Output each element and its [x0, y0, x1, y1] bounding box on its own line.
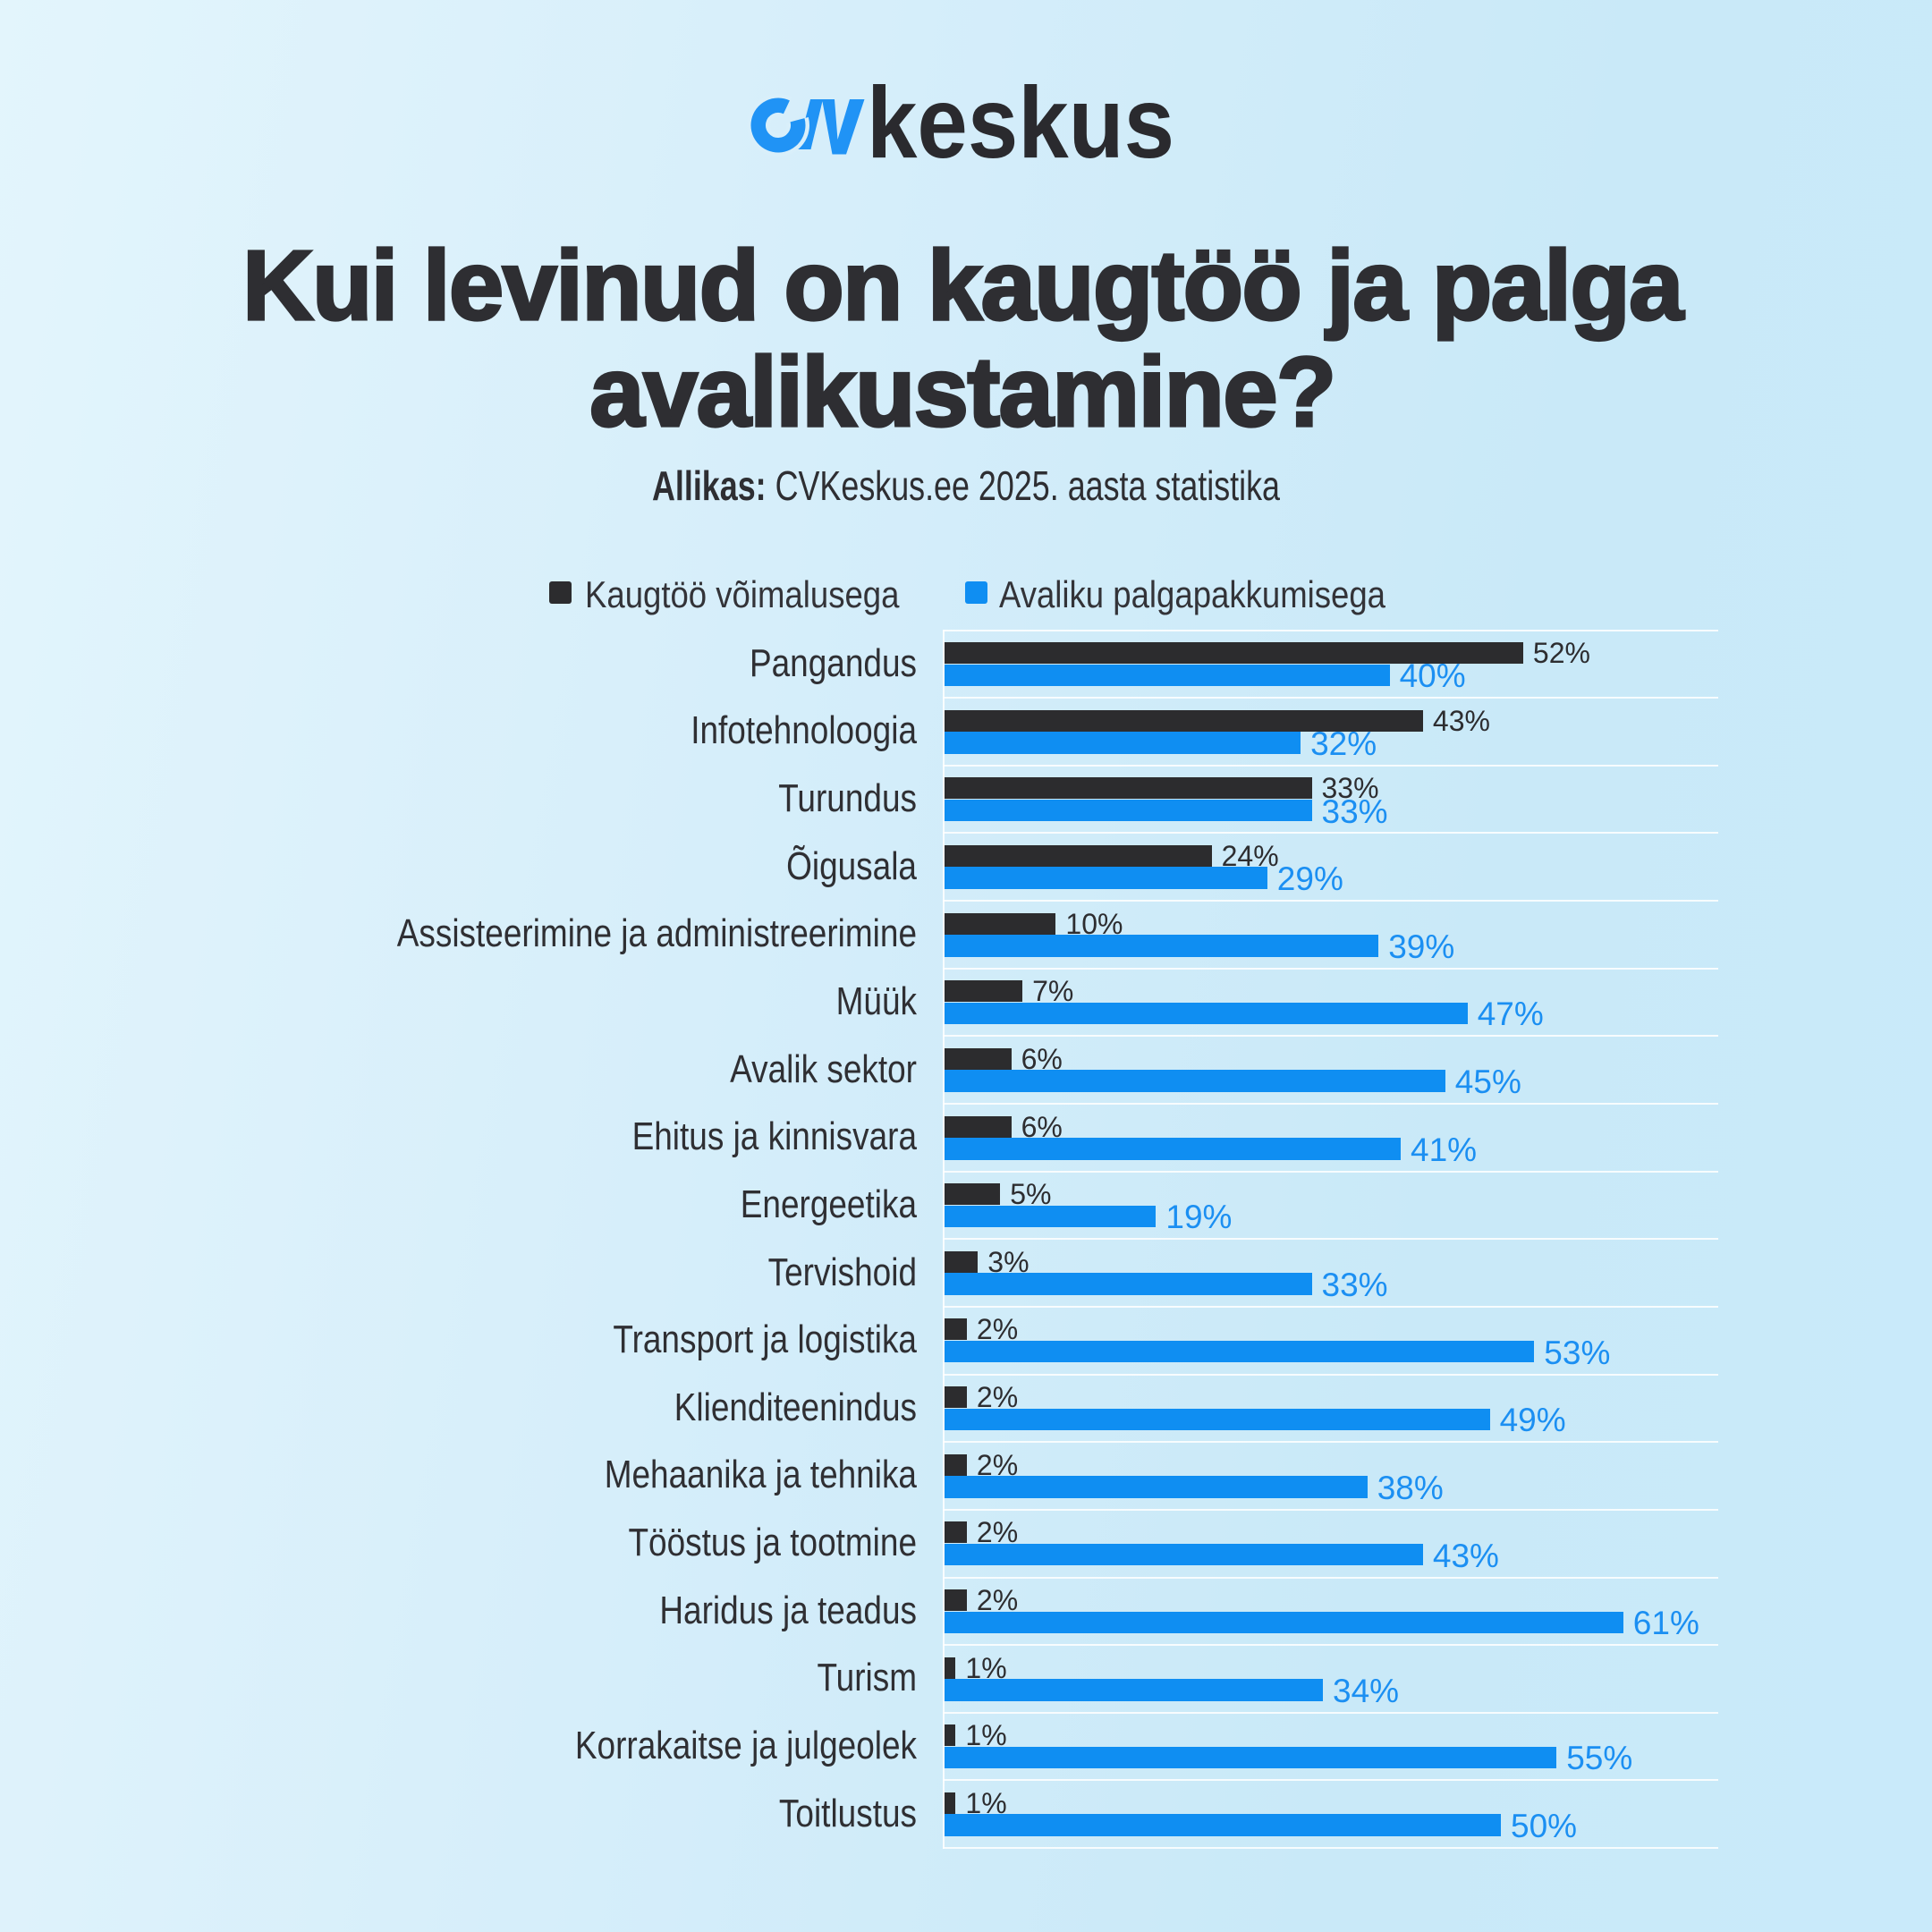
- svg-text:keskus: keskus: [867, 66, 1174, 179]
